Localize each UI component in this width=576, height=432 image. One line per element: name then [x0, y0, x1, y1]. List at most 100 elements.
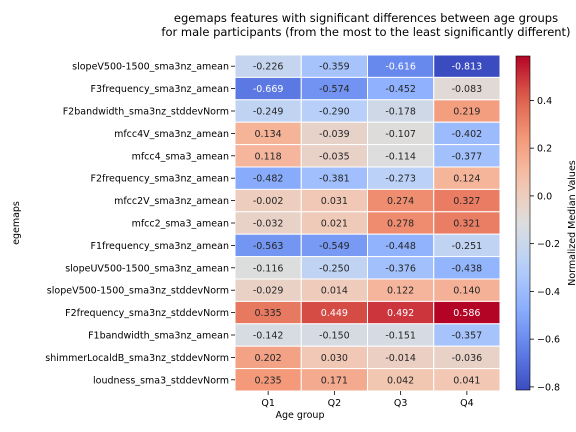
x-tick-label: Q2 — [328, 398, 342, 409]
cell-value-label: 0.031 — [321, 196, 348, 207]
cell-value-label: 0.327 — [453, 196, 480, 207]
y-tick-label: F2frequency_sma3nz_amean — [91, 174, 230, 185]
cell-value-label: 0.171 — [321, 375, 348, 386]
cell-value-label: -0.251 — [452, 241, 483, 252]
cell-value-label: -0.376 — [385, 263, 416, 274]
colorbar: −0.8 −0.6 −0.4 −0.2 0.0 0.2 0.4 — [515, 55, 560, 393]
cell-value-label: -0.250 — [319, 263, 350, 274]
cell-value-label: 0.219 — [453, 107, 480, 118]
x-axis-ticks: Q1 Q2 Q3 Q4 — [261, 391, 474, 409]
y-tick-label: F3frequency_sma3nz_amean — [91, 84, 230, 95]
x-tick-label: Q3 — [394, 398, 408, 409]
colorbar-tick-label: 0.4 — [537, 96, 552, 107]
y-tick-label: F1bandwidth_sma3nz_amean — [88, 331, 229, 342]
colorbar-tick-label: 0.0 — [537, 191, 552, 202]
y-axis-ticks: slopeV500-1500_sma3nz_amean F3frequency_s… — [45, 62, 235, 386]
cell-value-label: 0.124 — [453, 174, 480, 185]
cell-value-label: 0.335 — [255, 308, 282, 319]
cell-value-label: -0.377 — [452, 151, 483, 162]
cell-value-label: -0.549 — [319, 241, 350, 252]
cell-value-label: 0.492 — [387, 308, 414, 319]
colorbar-frame — [515, 55, 531, 391]
cell-value-label: 0.122 — [387, 286, 414, 297]
cell-value-label: -0.083 — [452, 84, 483, 95]
cell-value-label: -0.142 — [253, 331, 284, 342]
cell-value-label: 0.030 — [321, 353, 348, 364]
cell-value-label: 0.235 — [255, 375, 282, 386]
colorbar-tick-label: −0.8 — [537, 382, 560, 393]
y-tick-label: shimmerLocaldB_sma3nz_stddevNorm — [45, 353, 229, 364]
cell-value-label: -0.290 — [319, 107, 350, 118]
cell-value-label: 0.041 — [453, 375, 480, 386]
cell-value-label: -0.249 — [253, 107, 284, 118]
x-axis-label: Age group — [276, 410, 325, 421]
y-tick-label: F1frequency_sma3nz_amean — [91, 241, 230, 252]
y-tick-label: mfcc4V_sma3nz_amean — [114, 129, 229, 140]
y-tick-label: slopeV500-1500_sma3nz_amean — [72, 62, 229, 73]
cell-value-label: -0.178 — [385, 107, 416, 118]
colorbar-label: Normalized Median Values — [567, 160, 576, 286]
cell-value-label: -0.381 — [319, 174, 350, 185]
cell-value-label: -0.014 — [385, 353, 416, 364]
cell-value-label: -0.438 — [452, 263, 483, 274]
cell-value-label: -0.226 — [253, 62, 284, 73]
cell-value-label: -0.114 — [385, 151, 416, 162]
colorbar-tick-label: −0.2 — [537, 239, 560, 250]
y-tick-label: F2frequency_sma3nz_stddevNorm — [65, 308, 229, 319]
cell-value-label: -0.107 — [385, 129, 416, 140]
chart-title-line-1: egemaps features with significant differ… — [174, 11, 558, 25]
colorbar-tick-label: −0.6 — [537, 335, 560, 346]
colorbar-tick-label: −0.4 — [537, 287, 560, 298]
cell-value-label: -0.151 — [385, 331, 416, 342]
heatmap-cell-labels: -0.226 -0.359 -0.616 -0.813 -0.669 -0.574 -0.4… — [253, 62, 482, 387]
cell-value-label: -0.002 — [253, 196, 284, 207]
cell-value-label: -0.402 — [452, 129, 483, 140]
cell-value-label: -0.452 — [385, 84, 416, 95]
chart-title: egemaps features with significant differ… — [161, 11, 570, 39]
cell-value-label: 0.042 — [387, 375, 414, 386]
y-tick-label: mfcc2_sma3_amean — [132, 219, 229, 230]
y-tick-label: slopeV500-1500_sma3nz_stddevNorm — [47, 286, 229, 297]
y-tick-label: slopeUV500-1500_sma3nz_amean — [65, 263, 229, 274]
cell-value-label: -0.116 — [253, 263, 284, 274]
cell-value-label: 0.140 — [453, 286, 480, 297]
y-axis-label: egemaps — [11, 201, 22, 245]
chart-title-line-2: for male participants (from the most to … — [161, 25, 570, 39]
cell-value-label: -0.357 — [452, 331, 483, 342]
x-tick-label: Q1 — [261, 398, 275, 409]
y-tick-label: F2bandwidth_sma3nz_stddevNorm — [63, 107, 229, 118]
cell-value-label: -0.036 — [452, 353, 483, 364]
heatmap-cells — [234, 54, 501, 392]
cell-value-label: 0.586 — [453, 308, 480, 319]
cell-value-label: -0.359 — [319, 62, 350, 73]
cell-value-label: -0.273 — [385, 174, 416, 185]
cell-value-label: -0.563 — [253, 241, 284, 252]
cell-value-label: 0.278 — [387, 219, 414, 230]
y-tick-label: mfcc2V_sma3nz_amean — [114, 196, 229, 207]
x-tick-label: Q4 — [460, 398, 474, 409]
y-tick-label: loudness_sma3_stddevNorm — [93, 375, 229, 386]
y-tick-label: mfcc4_sma3_amean — [132, 151, 229, 162]
cell-value-label: -0.813 — [452, 62, 483, 73]
colorbar-gradient — [516, 56, 530, 390]
cell-value-label: 0.449 — [321, 308, 348, 319]
cell-value-label: -0.669 — [253, 84, 284, 95]
cell-value-label: 0.021 — [321, 219, 348, 230]
cell-value-label: -0.482 — [253, 174, 284, 185]
colorbar-tick-label: 0.2 — [537, 144, 552, 155]
cell-value-label: 0.118 — [255, 151, 282, 162]
cell-value-label: -0.035 — [319, 151, 350, 162]
cell-value-label: -0.150 — [319, 331, 350, 342]
cell-value-label: -0.039 — [319, 129, 350, 140]
cell-value-label: 0.014 — [321, 286, 348, 297]
cell-value-label: 0.321 — [453, 219, 480, 230]
cell-value-label: 0.202 — [255, 353, 282, 364]
cell-value-label: -0.032 — [253, 219, 284, 230]
cell-value-label: -0.574 — [319, 84, 350, 95]
cell-value-label: 0.274 — [387, 196, 414, 207]
cell-value-label: -0.448 — [385, 241, 416, 252]
cell-value-label: 0.134 — [255, 129, 282, 140]
cell-value-label: -0.616 — [385, 62, 416, 73]
cell-value-label: -0.029 — [253, 286, 284, 297]
